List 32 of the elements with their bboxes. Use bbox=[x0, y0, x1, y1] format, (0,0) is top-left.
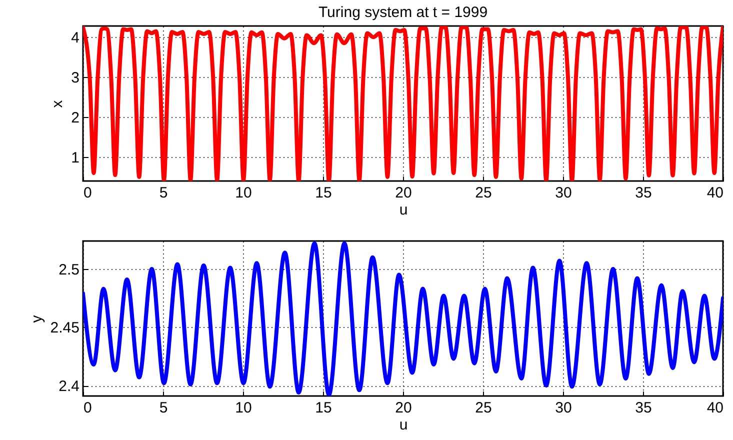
chart-title: Turing system at t = 1999 bbox=[318, 4, 488, 21]
x-axis-title: u bbox=[399, 416, 408, 434]
x-tick-label: 25 bbox=[475, 184, 492, 202]
line-series bbox=[83, 26, 723, 181]
y-tick-label: 1 bbox=[71, 150, 80, 167]
x-tick-label: 30 bbox=[555, 184, 572, 202]
x-tick-label: 40 bbox=[706, 400, 724, 416]
x-tick-label: 10 bbox=[235, 400, 252, 416]
x-axis-title: u bbox=[399, 202, 408, 218]
y-axis-title: y bbox=[28, 314, 46, 323]
x-tick-label: 0 bbox=[84, 400, 92, 416]
x-tick-label: 15 bbox=[315, 184, 332, 202]
x-tick-label: 35 bbox=[635, 400, 652, 416]
x-tick-label: 40 bbox=[706, 184, 724, 202]
y-tick-label: 2 bbox=[71, 110, 80, 127]
y-tick-label: 3 bbox=[71, 70, 80, 87]
y-tick-label: 4 bbox=[71, 30, 80, 47]
x-tick-label: 5 bbox=[159, 400, 168, 416]
x-tick-label: 15 bbox=[315, 400, 332, 416]
y-tick-label: 2.45 bbox=[50, 320, 80, 337]
x-tick-label: 0 bbox=[84, 184, 92, 202]
x-tick-label: 20 bbox=[395, 400, 412, 416]
x-tick-label: 25 bbox=[475, 400, 492, 416]
x-tick-label: 35 bbox=[635, 184, 652, 202]
x-tick-label: 20 bbox=[395, 184, 412, 202]
x-tick-label: 10 bbox=[235, 184, 252, 202]
y-tick-label: 2.5 bbox=[58, 261, 80, 278]
x-tick-label: 30 bbox=[555, 400, 572, 416]
x-tick-label: 5 bbox=[159, 184, 168, 202]
y-tick-label: 2.4 bbox=[58, 378, 80, 396]
line-series bbox=[83, 241, 723, 396]
y-axis-title: x bbox=[49, 100, 66, 108]
